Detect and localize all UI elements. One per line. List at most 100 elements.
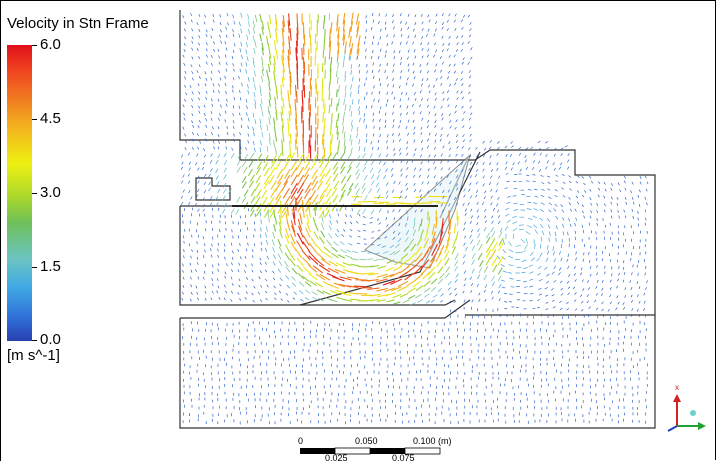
velocity-vector-783 [371,141,372,144]
velocity-vector-113 [385,27,386,30]
velocity-vector-2177 [347,292,358,294]
velocity-vector-1958 [231,269,232,272]
velocity-vector-1977 [355,273,365,274]
velocity-vector-337 [192,71,193,74]
velocity-vector-1636 [321,231,325,238]
velocity-vector-430 [254,84,255,90]
velocity-vector-698 [366,125,367,129]
velocity-vector-418 [461,78,463,81]
velocity-vector-298 [211,63,212,66]
velocity-vector-2155 [205,291,206,294]
velocity-vector-421 [190,85,191,88]
velocity-vector-1400 [548,210,551,213]
velocity-vector-927 [263,163,268,171]
velocity-vector-1326 [496,204,498,207]
velocity-vector-1474 [597,218,598,221]
velocity-vector-1126 [476,182,478,185]
velocity-vector-2157 [217,291,218,294]
velocity-vector-786 [393,140,394,143]
velocity-vector-1964 [273,271,275,274]
velocity-vector-1480 [638,218,639,221]
velocity-vector-219 [246,49,247,54]
velocity-vector-581 [427,105,428,108]
velocity-vector-1279 [625,197,626,200]
velocity-vector-83 [470,22,472,25]
velocity-vector-68 [366,21,367,24]
velocity-vector-582 [434,106,436,109]
velocity-vector-1564 [287,220,290,231]
velocity-vector-9 [248,14,250,20]
velocity-vector-1959 [238,270,239,273]
velocity-vector-2168 [294,292,297,295]
velocity-vector-999 [386,169,388,173]
velocity-vector-1340 [597,203,598,206]
velocity-vector-1843 [359,259,366,260]
velocity-vector-1667 [541,237,542,242]
velocity-vector-377 [469,70,471,73]
velocity-vector-63 [331,22,332,33]
velocity-vector-2198 [504,293,507,294]
velocity-vector-2135 [529,286,533,287]
velocity-vector-178 [255,41,256,48]
velocity-vector-93 [248,29,249,35]
velocity-vector-726 [269,133,270,140]
velocity-vector-1379 [399,209,401,212]
velocity-vector-679 [233,126,234,129]
velocity-vector-715 [192,132,193,135]
velocity-vector-378 [184,77,186,80]
velocity-vector-1153 [197,189,199,192]
velocity-vector-2167 [286,293,288,295]
velocity-vector-850 [505,146,507,148]
velocity-vector-423 [205,83,206,86]
velocity-vector-579 [412,104,413,107]
velocity-vector-402 [352,77,353,82]
velocity-vector-1476 [611,216,612,219]
velocity-vector-1878 [610,259,611,262]
velocity-vector-1588 [456,232,458,241]
velocity-vector-1037 [269,175,274,184]
velocity-vector-199 [400,42,401,45]
velocity-vector-553 [233,105,234,108]
velocity-vector-1896 [265,262,266,265]
velocity-vector-1505 [345,222,347,224]
lower-chamber-outline [180,315,655,428]
velocity-vector-194 [364,41,365,44]
velocity-vector-1184 [419,189,421,192]
velocity-vector-1161 [257,190,262,198]
velocity-vector-628 [463,111,465,114]
velocity-vector-2084 [647,280,648,283]
velocity-vector-513 [246,99,247,103]
velocity-vector-10 [255,15,257,22]
velocity-vector-1020 [532,167,534,170]
velocity-vector-683 [260,125,261,131]
velocity-vector-1809 [596,253,597,256]
velocity-vector-534 [394,97,395,100]
velocity-vector-532 [378,99,379,102]
velocity-vector-1763 [272,247,274,252]
velocity-vector-634 [211,118,212,121]
velocity-vector-576 [393,105,394,108]
velocity-vector-1030 [209,174,211,177]
velocity-vector-2225 [224,298,226,301]
velocity-vector-887 [370,154,373,158]
velocity-vector-2276 [581,301,583,303]
velocity-vector-2233 [281,299,283,301]
velocity-vector-417 [456,78,458,81]
velocity-vector-1045 [326,176,331,184]
velocity-vector-1761 [261,248,262,251]
velocity-vector-2149 [631,287,632,290]
velocity-vector-580 [419,104,420,107]
velocity-vector-2105 [315,282,323,287]
velocity-vector-2298 [533,308,536,309]
velocity-vector-525 [331,98,332,107]
velocity-vector-643 [274,118,275,126]
velocity-vector-964 [525,160,527,163]
velocity-vector-1333 [549,203,552,205]
velocity-vector-709 [441,127,443,130]
velocity-vector-864 [211,153,213,156]
velocity-vector-848 [489,147,491,149]
velocity-vector-1928 [492,257,497,266]
velocity-vector-158 [408,36,409,39]
velocity-vector-895 [429,155,431,158]
velocity-vector-1801 [540,253,542,257]
